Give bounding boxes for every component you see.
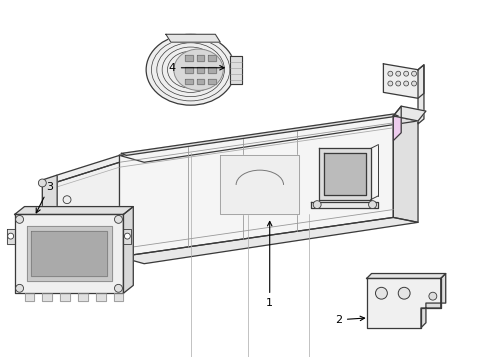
Circle shape <box>412 71 416 76</box>
Ellipse shape <box>146 34 235 105</box>
Circle shape <box>388 71 393 76</box>
Polygon shape <box>418 65 424 124</box>
Polygon shape <box>7 229 15 244</box>
Polygon shape <box>120 116 418 162</box>
Circle shape <box>396 81 401 86</box>
Polygon shape <box>123 229 131 244</box>
Polygon shape <box>367 274 446 278</box>
Circle shape <box>398 287 410 299</box>
Polygon shape <box>26 226 112 282</box>
Circle shape <box>115 284 122 292</box>
Polygon shape <box>24 293 34 301</box>
Polygon shape <box>311 202 378 208</box>
Polygon shape <box>383 64 424 98</box>
Polygon shape <box>319 148 370 200</box>
Circle shape <box>368 201 376 208</box>
Circle shape <box>63 225 71 233</box>
Circle shape <box>412 81 416 86</box>
Circle shape <box>38 282 46 289</box>
Polygon shape <box>208 78 216 85</box>
Polygon shape <box>393 106 426 121</box>
Polygon shape <box>42 175 57 288</box>
Circle shape <box>16 215 24 223</box>
Circle shape <box>124 233 130 239</box>
Polygon shape <box>166 34 220 42</box>
Polygon shape <box>393 106 401 141</box>
Polygon shape <box>57 156 120 182</box>
Polygon shape <box>78 293 88 301</box>
Polygon shape <box>57 257 120 283</box>
Text: 2: 2 <box>335 315 365 325</box>
Polygon shape <box>57 162 120 276</box>
Text: 1: 1 <box>266 221 273 308</box>
Polygon shape <box>185 78 193 85</box>
Polygon shape <box>15 215 123 293</box>
Polygon shape <box>120 116 393 257</box>
Polygon shape <box>208 55 216 61</box>
Circle shape <box>63 196 71 204</box>
Polygon shape <box>208 67 216 73</box>
Circle shape <box>16 284 24 292</box>
Polygon shape <box>120 217 418 264</box>
Polygon shape <box>367 278 441 328</box>
Polygon shape <box>60 293 70 301</box>
Polygon shape <box>230 56 242 84</box>
Polygon shape <box>196 78 204 85</box>
Circle shape <box>8 233 14 239</box>
Circle shape <box>313 201 321 208</box>
Text: 3: 3 <box>36 182 53 213</box>
Circle shape <box>375 287 388 299</box>
Circle shape <box>404 81 409 86</box>
Polygon shape <box>196 67 204 73</box>
Polygon shape <box>324 153 366 195</box>
Text: 4: 4 <box>169 63 224 73</box>
Circle shape <box>63 255 71 263</box>
Circle shape <box>115 215 122 223</box>
Circle shape <box>63 211 71 219</box>
Polygon shape <box>185 67 193 73</box>
Circle shape <box>63 240 71 248</box>
Polygon shape <box>15 207 133 215</box>
Polygon shape <box>421 274 446 328</box>
Polygon shape <box>114 293 123 301</box>
Polygon shape <box>123 207 133 293</box>
Circle shape <box>388 81 393 86</box>
Polygon shape <box>393 116 418 222</box>
Polygon shape <box>220 156 299 215</box>
Polygon shape <box>122 114 398 156</box>
Circle shape <box>38 179 46 187</box>
Circle shape <box>429 292 437 300</box>
Circle shape <box>396 71 401 76</box>
Circle shape <box>404 71 409 76</box>
Polygon shape <box>196 55 204 61</box>
Ellipse shape <box>174 49 223 90</box>
Polygon shape <box>96 293 106 301</box>
Polygon shape <box>185 55 193 61</box>
Polygon shape <box>31 231 107 276</box>
Polygon shape <box>42 293 52 301</box>
